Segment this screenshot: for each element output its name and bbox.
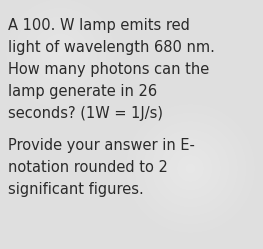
- Text: How many photons can the: How many photons can the: [8, 62, 209, 77]
- Text: A 100. W lamp emits red: A 100. W lamp emits red: [8, 18, 190, 33]
- Text: seconds? (1W = 1J/s): seconds? (1W = 1J/s): [8, 106, 163, 121]
- Text: light of wavelength 680 nm.: light of wavelength 680 nm.: [8, 40, 215, 55]
- Text: lamp generate in 26: lamp generate in 26: [8, 84, 157, 99]
- Text: Provide your answer in E-: Provide your answer in E-: [8, 138, 195, 153]
- Text: significant figures.: significant figures.: [8, 182, 144, 197]
- Text: notation rounded to 2: notation rounded to 2: [8, 160, 168, 175]
